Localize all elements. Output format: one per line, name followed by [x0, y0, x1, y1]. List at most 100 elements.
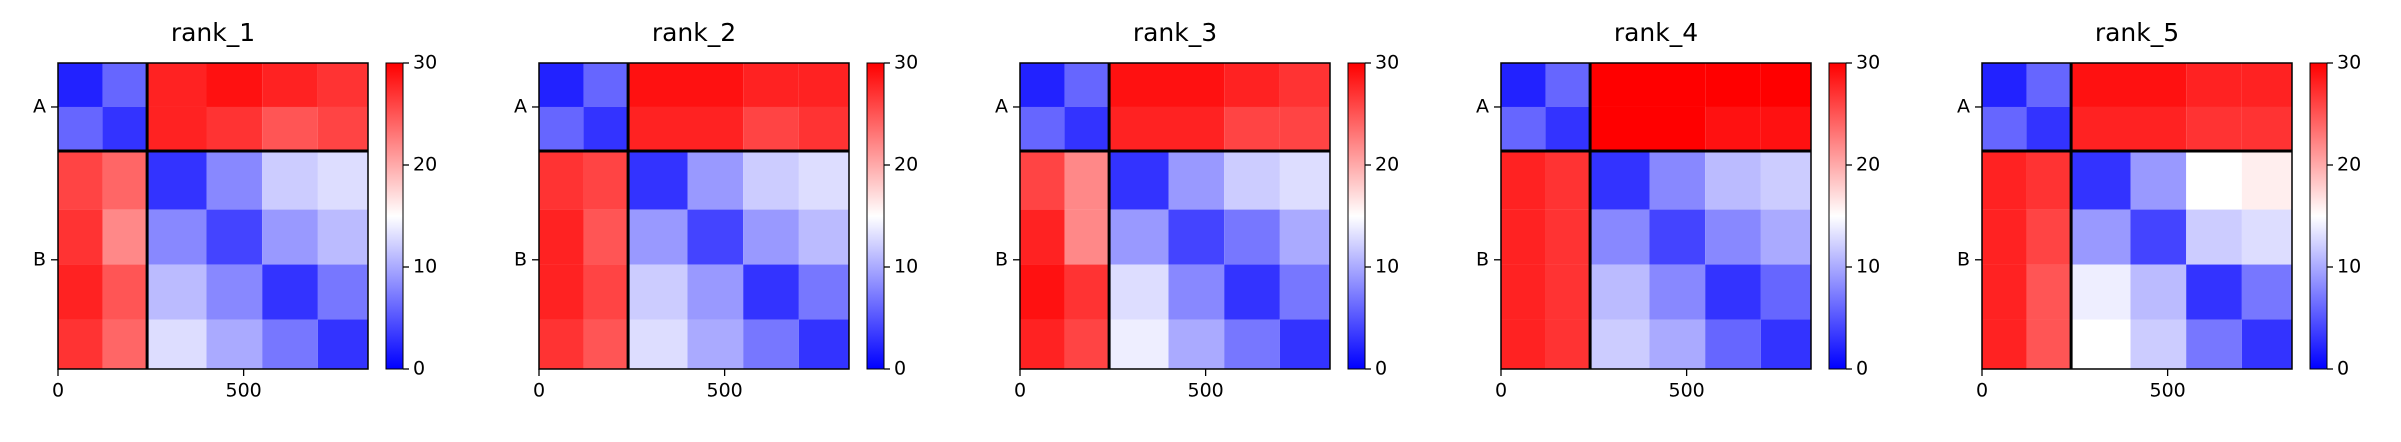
heatmap-cell [147, 264, 207, 320]
heatmap-cell [317, 264, 368, 320]
heatmap-cell [147, 106, 207, 151]
heatmap-cell [539, 264, 584, 320]
y-tick-label: B [514, 248, 527, 270]
heatmap-cell [1705, 150, 1761, 210]
heatmap-cell [2026, 209, 2072, 265]
heatmap-cell [1590, 106, 1650, 151]
heatmap-cell [1545, 150, 1591, 210]
colorbar-tick-label: 0 [1856, 358, 1868, 380]
heatmap-cell [2071, 150, 2131, 210]
heatmap-cell [1501, 209, 1546, 265]
heatmap-cell [1168, 106, 1225, 151]
heatmap-cell [102, 319, 148, 369]
heatmap-cell [1168, 63, 1225, 107]
heatmap-cell [2241, 63, 2292, 107]
heatmap-cell [1760, 264, 1811, 320]
heatmap-cell [628, 106, 688, 151]
heatmap-cell [58, 209, 103, 265]
x-tick-label: 500 [225, 380, 261, 402]
heatmap-cell [2186, 106, 2242, 151]
colorbar-tick-label: 0 [2337, 358, 2349, 380]
heatmap-cell [1982, 319, 2027, 369]
axes-frame [1500, 62, 1812, 370]
heatmap-cell [1649, 209, 1706, 265]
heatmap-cell [2186, 209, 2242, 265]
heatmap-cell [2241, 150, 2292, 210]
heatmap-cell [628, 150, 688, 210]
x-tick-label: 500 [2149, 380, 2185, 402]
heatmap-cell [317, 209, 368, 265]
heatmap-cell [58, 264, 103, 320]
axes-frame [57, 62, 369, 370]
heatmap-cell [58, 319, 103, 369]
heatmap-cell [206, 63, 263, 107]
heatmap-cell [1705, 209, 1761, 265]
heatmap-cell [1590, 209, 1650, 265]
colorbar-tick-label: 10 [413, 256, 437, 278]
heatmap-cell [317, 150, 368, 210]
heatmap-cell [1279, 150, 1330, 210]
panel-title: rank_3 [1133, 18, 1217, 47]
heatmap-cell [2130, 319, 2187, 369]
heatmap-cell [147, 209, 207, 265]
heatmap-cell [1168, 264, 1225, 320]
heatmap-cell [317, 319, 368, 369]
heatmap-cell [2241, 209, 2292, 265]
heatmap-cell [1168, 319, 1225, 369]
heatmap-cell [2241, 319, 2292, 369]
y-tick-label: B [1476, 248, 1489, 270]
heatmap-cell [1982, 106, 2027, 151]
heatmap-cell [262, 319, 318, 369]
heatmap-cell [206, 106, 263, 151]
heatmap-cell [798, 319, 849, 369]
heatmap-cell [687, 319, 744, 369]
heatmap-cell [1064, 319, 1110, 369]
heatmap-cell [1224, 209, 1280, 265]
heatmap-cell [1590, 63, 1650, 107]
heatmap-cell [1501, 63, 1546, 107]
heatmap-cell [262, 150, 318, 210]
heatmap-cell [1279, 209, 1330, 265]
colorbar [1347, 62, 1366, 370]
colorbar [2309, 62, 2328, 370]
heatmap-cell [687, 209, 744, 265]
heatmap-cell [1224, 264, 1280, 320]
heatmap-cell [743, 209, 799, 265]
colorbar-tick-label: 30 [1856, 52, 1880, 74]
heatmap-cell [1760, 106, 1811, 151]
heatmap-cell [1760, 319, 1811, 369]
colorbar-tick-label: 30 [2337, 52, 2361, 74]
heatmap-cell [2026, 106, 2072, 151]
heatmap-cell [262, 63, 318, 107]
heatmap-cell [2071, 106, 2131, 151]
heatmap-cell [539, 209, 584, 265]
x-tick-label: 500 [1187, 380, 1223, 402]
heatmap-cell [1649, 150, 1706, 210]
heatmap-cell [1064, 150, 1110, 210]
heatmap-cell [1501, 264, 1546, 320]
heatmap-cell [2071, 319, 2131, 369]
heatmap-cell [798, 106, 849, 151]
heatmap-cell [58, 106, 103, 151]
heatmap-cell [2130, 264, 2187, 320]
heatmap-cell [1020, 319, 1065, 369]
heatmap-cell [798, 63, 849, 107]
heatmap-cell [262, 106, 318, 151]
heatmap-cell [58, 150, 103, 210]
heatmap-cell [2026, 63, 2072, 107]
colorbar-tick-label: 0 [894, 358, 906, 380]
colorbar-tick-label: 20 [2337, 154, 2361, 176]
x-tick-label: 500 [706, 380, 742, 402]
axes-frame [1019, 62, 1331, 370]
heatmap-cell [102, 209, 148, 265]
heatmap-cell [583, 264, 629, 320]
heatmap-cell [1545, 209, 1591, 265]
panel-title: rank_1 [171, 18, 255, 47]
heatmap-cell [539, 106, 584, 151]
heatmap-cell [798, 209, 849, 265]
heatmap-cell [1982, 63, 2027, 107]
heatmap-cell [206, 264, 263, 320]
heatmap-cell [743, 319, 799, 369]
heatmap-cell [743, 63, 799, 107]
